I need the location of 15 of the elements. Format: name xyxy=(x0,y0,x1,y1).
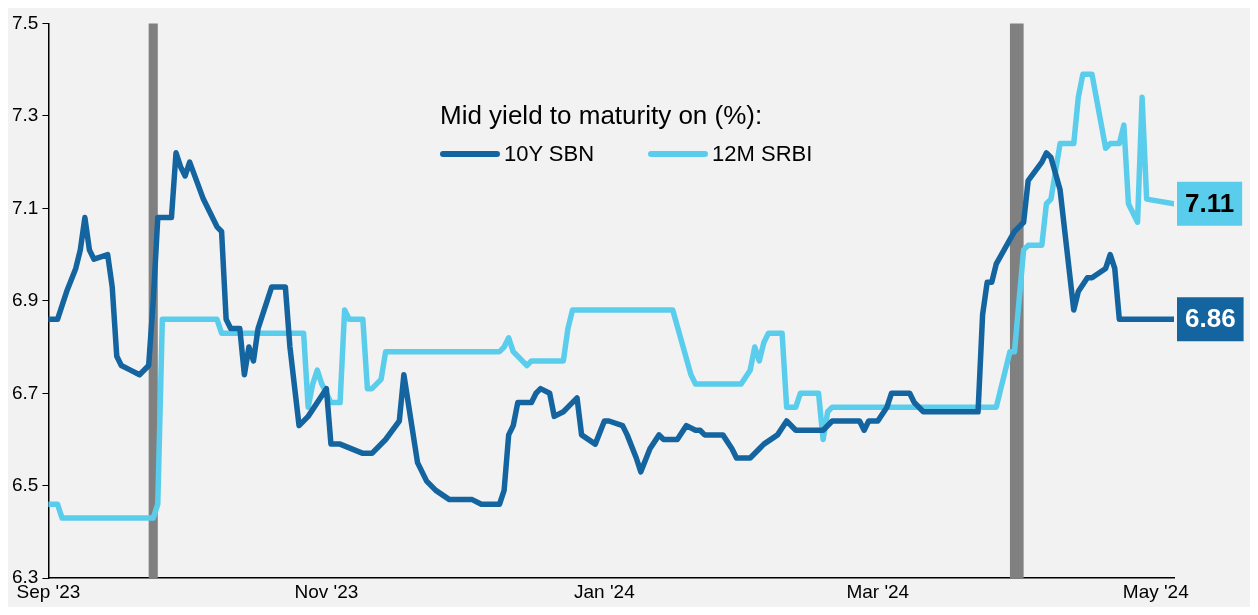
x-tick-label: Nov '23 xyxy=(294,580,359,602)
y-tick-label: 6.7 xyxy=(11,381,39,403)
annotation: 7.11 xyxy=(1185,187,1235,218)
x-tick-label: May '24 xyxy=(1122,580,1190,602)
x-tick-label: Mar '24 xyxy=(846,580,910,602)
y-tick-label: 6.5 xyxy=(11,473,39,495)
legend-label: 12M SRBI xyxy=(712,141,813,167)
legend-title: Mid yield to maturity on (%): xyxy=(440,100,764,131)
y-tick-label: 7.1 xyxy=(11,196,39,218)
annotation: 6.86 xyxy=(1185,303,1236,334)
y-tick-label: 7.3 xyxy=(11,104,39,126)
x-tick-label: Jan '24 xyxy=(574,580,636,602)
y-tick-label: 7.5 xyxy=(11,11,39,33)
y-tick-label: 6.9 xyxy=(11,289,39,311)
legend-label: 10Y SBN xyxy=(504,141,595,167)
